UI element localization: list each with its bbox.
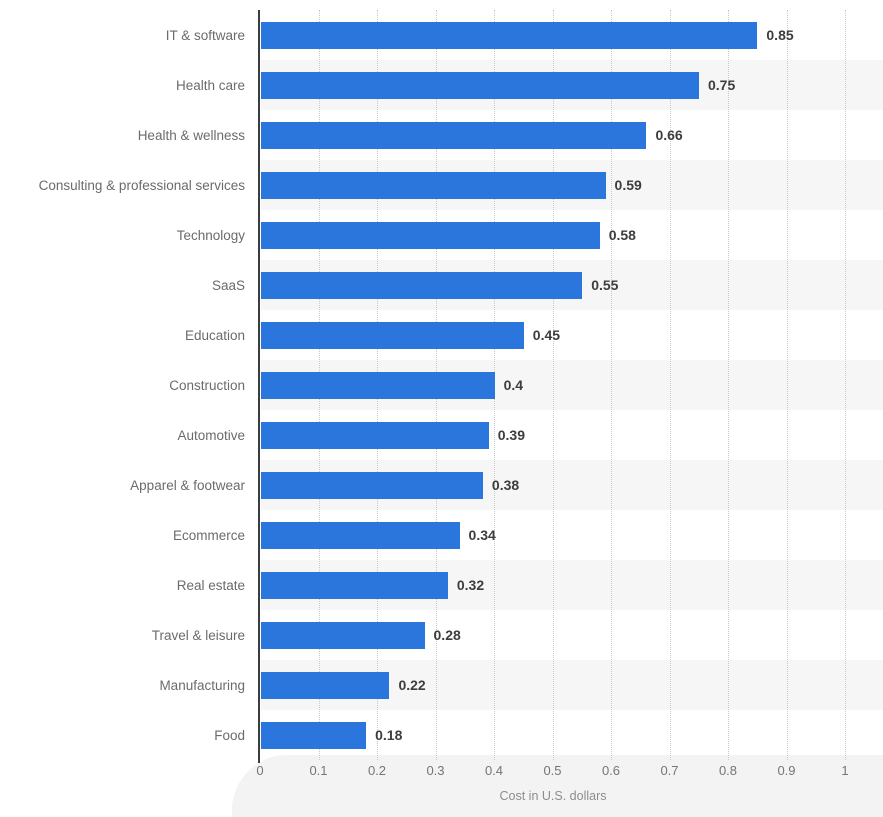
gridline xyxy=(845,10,846,760)
category-label: Apparel & footwear xyxy=(130,477,245,493)
bar[interactable] xyxy=(261,221,600,249)
x-axis-title: Cost in U.S. dollars xyxy=(499,789,607,803)
value-label: 0.85 xyxy=(766,27,794,43)
gridline xyxy=(728,10,729,760)
x-tick-label: 0.3 xyxy=(426,763,445,778)
bar[interactable] xyxy=(261,71,699,99)
gridline xyxy=(669,10,671,760)
bar[interactable] xyxy=(261,271,583,299)
bar[interactable] xyxy=(261,321,524,349)
category-label: Health & wellness xyxy=(137,127,245,143)
category-label: Consulting & professional services xyxy=(38,177,245,193)
x-tick-label: 0.8 xyxy=(718,763,738,778)
category-label: Construction xyxy=(169,377,245,393)
bar[interactable] xyxy=(261,521,460,549)
value-label: 0.32 xyxy=(456,577,485,593)
value-label: 0.45 xyxy=(532,327,561,343)
value-label: 0.18 xyxy=(375,727,403,743)
x-tick-label: 0.6 xyxy=(601,763,621,778)
x-tick-label: 0.2 xyxy=(367,763,387,778)
category-label: Automotive xyxy=(177,427,245,443)
category-label: Travel & leisure xyxy=(151,627,245,643)
value-label: 0.59 xyxy=(614,177,642,193)
value-label: 0.4 xyxy=(503,377,524,393)
bar[interactable] xyxy=(261,571,448,599)
category-label: Health care xyxy=(175,77,245,93)
value-label: 0.58 xyxy=(608,227,636,243)
value-label: 0.55 xyxy=(591,277,619,293)
x-tick-label: 0.5 xyxy=(543,763,562,778)
bar[interactable] xyxy=(261,421,489,449)
bar[interactable] xyxy=(261,721,367,749)
gridline xyxy=(786,10,788,760)
category-label: Technology xyxy=(176,227,245,243)
y-axis-line xyxy=(258,10,260,763)
category-label: IT & software xyxy=(165,27,245,43)
category-label: SaaS xyxy=(211,277,245,293)
category-label: Manufacturing xyxy=(159,677,245,693)
value-label: 0.22 xyxy=(398,677,426,693)
bar[interactable] xyxy=(261,471,483,499)
bar[interactable] xyxy=(261,171,606,199)
x-tick-label: 0 xyxy=(256,763,264,778)
value-label: 0.66 xyxy=(655,127,683,143)
bar[interactable] xyxy=(261,121,647,149)
footer-strip xyxy=(232,755,883,817)
value-label: 0.38 xyxy=(491,477,520,493)
value-label: 0.75 xyxy=(708,77,736,93)
bar[interactable] xyxy=(261,671,390,699)
category-label: Food xyxy=(214,727,245,743)
x-tick-label: 1 xyxy=(841,763,849,778)
value-label: 0.34 xyxy=(468,527,496,543)
x-tick-label: 0.1 xyxy=(309,763,328,778)
x-tick-label: 0.9 xyxy=(777,763,796,778)
x-tick-label: 0.4 xyxy=(484,763,504,778)
bar[interactable] xyxy=(261,621,425,649)
bar[interactable] xyxy=(261,21,758,49)
bar[interactable] xyxy=(261,371,495,399)
category-label: Education xyxy=(184,327,245,343)
gridline xyxy=(552,10,554,760)
category-label: Real estate xyxy=(176,577,245,593)
value-label: 0.39 xyxy=(497,427,525,443)
x-tick-label: 0.7 xyxy=(660,763,679,778)
gridline xyxy=(611,10,612,760)
category-label: Ecommerce xyxy=(172,527,245,543)
value-label: 0.28 xyxy=(433,627,461,643)
